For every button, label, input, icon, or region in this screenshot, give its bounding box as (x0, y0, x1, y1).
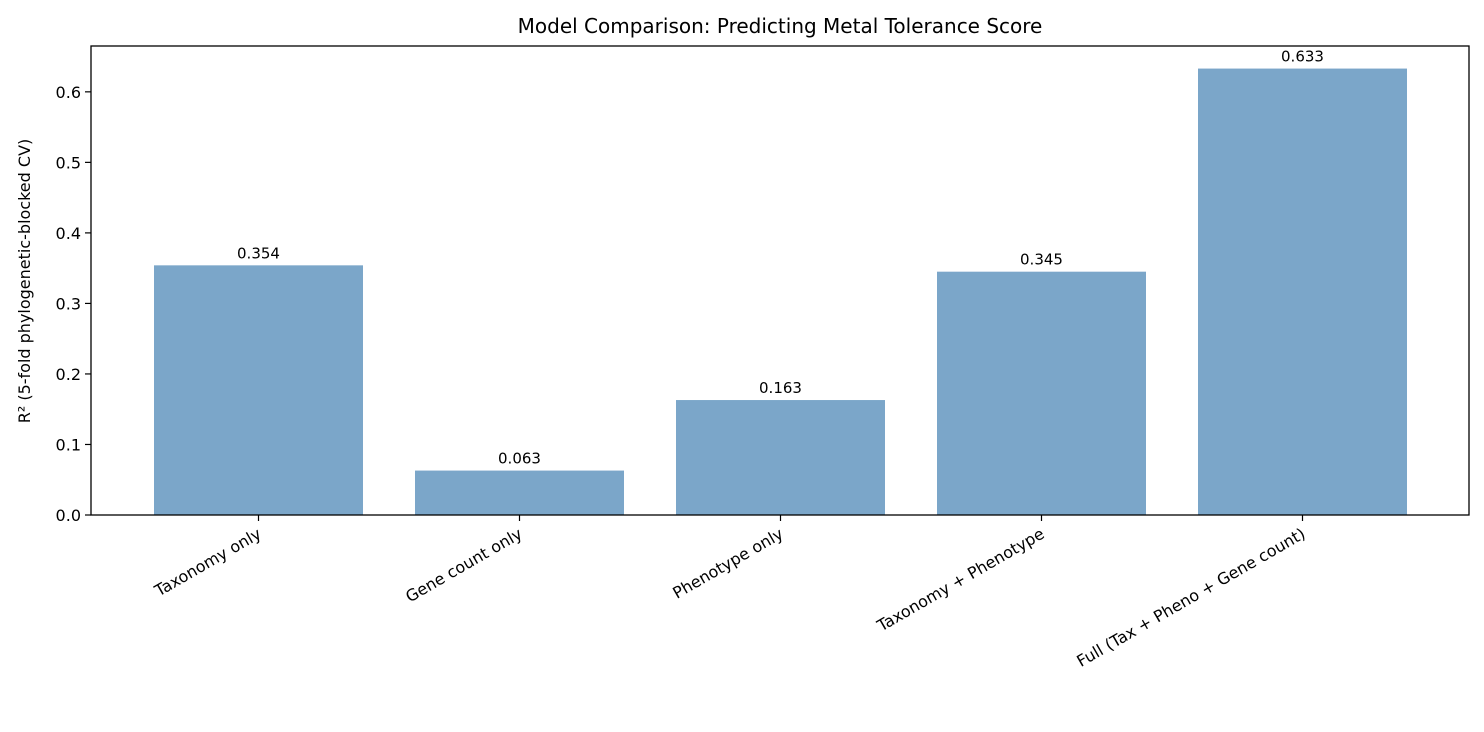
bar-3 (676, 400, 885, 515)
chart-title: Model Comparison: Predicting Metal Toler… (518, 14, 1043, 38)
y-tick-label: 0.6 (56, 83, 81, 102)
x-tick-label: Taxonomy + Phenotype (873, 524, 1048, 636)
y-tick-label: 0.0 (56, 506, 81, 525)
bars-layer: 0.354 0.063 0.163 0.345 0.633 (154, 48, 1407, 515)
bar-value-label: 0.163 (759, 379, 802, 397)
y-tick-label: 0.2 (56, 365, 81, 384)
y-tick-label: 0.1 (56, 435, 81, 454)
x-tick-label: Phenotype only (669, 524, 786, 603)
bar-value-label: 0.063 (498, 450, 541, 468)
bar-5 (1198, 68, 1407, 515)
plot-frame (90, 45, 1470, 516)
bar-value-label: 0.345 (1020, 251, 1063, 269)
x-tick-label: Full (Tax + Pheno + Gene count) (1073, 524, 1308, 671)
y-tick-label: 0.5 (56, 153, 81, 172)
x-tick-label: Taxonomy only (151, 524, 265, 601)
x-axis: Taxonomy only Gene count only Phenotype on… (151, 515, 1309, 671)
bar-1 (154, 265, 363, 515)
bar-value-label: 0.354 (237, 244, 280, 262)
y-tick-label: 0.3 (56, 294, 81, 313)
y-axis-label: R² (5-fold phylogenetic-blocked CV) (15, 139, 34, 424)
bar-value-label: 0.633 (1281, 48, 1324, 66)
bar-2 (415, 470, 624, 515)
y-tick-label: 0.4 (56, 224, 81, 243)
x-tick-label: Gene count only (402, 524, 525, 606)
y-axis: 0.0 0.1 0.2 0.3 0.4 0.5 0.6 (56, 83, 91, 525)
bar-4 (937, 271, 1146, 515)
